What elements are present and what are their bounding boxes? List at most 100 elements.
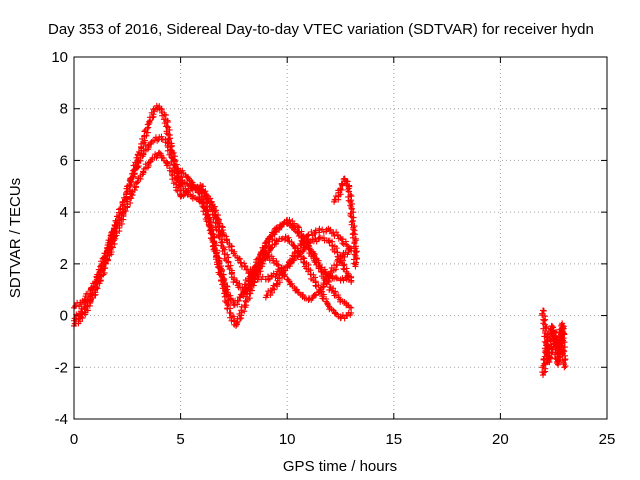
data-point-marker (339, 312, 346, 319)
data-point-marker (348, 197, 355, 204)
data-point-marker (333, 274, 340, 281)
data-point-marker (348, 309, 355, 316)
data-point-marker (348, 273, 355, 280)
y-tick-label: -4 (55, 411, 68, 428)
data-point-marker (271, 286, 278, 293)
data-point-marker (306, 250, 313, 257)
data-point-marker (348, 213, 355, 220)
data-point-marker (265, 288, 272, 295)
data-point-marker (560, 359, 567, 366)
data-point-marker (286, 238, 293, 245)
data-point-marker (154, 153, 161, 160)
data-point-marker (286, 220, 293, 227)
data-point-marker (326, 284, 333, 291)
data-point-marker (126, 182, 133, 189)
data-point-marker (209, 211, 216, 218)
data-point-marker (118, 220, 125, 227)
data-point-marker (135, 148, 142, 155)
data-point-marker (134, 179, 141, 186)
data-point-marker (326, 286, 333, 293)
data-point-marker (161, 157, 168, 164)
data-point-marker (259, 256, 266, 263)
data-point-marker (540, 320, 547, 327)
data-point-marker (146, 118, 153, 125)
data-point-marker (141, 147, 148, 154)
data-point-marker (184, 189, 191, 196)
data-point-marker (296, 251, 303, 258)
data-point-marker (269, 273, 276, 280)
data-point-marker (164, 161, 171, 167)
data-point-marker (234, 315, 241, 322)
data-point-marker (291, 250, 298, 257)
data-point-marker (206, 214, 213, 221)
data-point-marker (178, 192, 185, 199)
data-point-marker (94, 281, 101, 288)
data-point-marker (559, 325, 566, 332)
data-point-marker (137, 173, 144, 180)
data-point-marker (333, 275, 340, 282)
data-point-marker (164, 119, 171, 126)
data-point-marker (558, 334, 565, 341)
data-point-marker (321, 277, 328, 284)
data-point-marker (291, 226, 298, 233)
data-point-marker (164, 123, 171, 130)
data-point-marker (212, 242, 219, 249)
data-point-marker (342, 249, 349, 256)
data-point-marker (215, 227, 222, 234)
data-point-marker (541, 345, 548, 352)
data-point-marker (135, 163, 142, 170)
data-point-marker (81, 309, 88, 316)
data-point-marker (233, 322, 240, 329)
y-tick-label: 10 (51, 49, 68, 66)
data-point-marker (258, 249, 265, 256)
data-point-marker (284, 263, 291, 270)
data-point-marker (230, 276, 237, 283)
data-point-marker (343, 241, 350, 248)
y-tick-label: 2 (60, 256, 68, 273)
data-point-marker (273, 271, 280, 278)
data-point-marker (123, 191, 130, 198)
data-point-marker (343, 312, 350, 319)
x-tick-label: 0 (70, 431, 78, 448)
data-point-marker (191, 194, 198, 201)
data-point-marker (322, 269, 329, 276)
data-point-marker (339, 298, 346, 305)
data-point-marker (109, 244, 116, 251)
data-point-marker (351, 238, 358, 245)
data-point-marker (141, 165, 148, 172)
data-point-marker (81, 297, 88, 304)
data-point-marker (104, 252, 111, 259)
data-point-marker (146, 114, 153, 121)
x-tick-label: 20 (492, 431, 509, 448)
data-point-marker (126, 195, 133, 202)
y-tick-label: 4 (60, 204, 68, 221)
data-point-marker (273, 281, 280, 288)
data-point-marker (143, 132, 150, 139)
data-point-marker (543, 324, 550, 331)
data-point-marker (262, 240, 269, 247)
data-point-marker (211, 234, 218, 241)
data-point-marker (176, 182, 183, 189)
data-point-marker (154, 137, 161, 144)
data-point-marker (312, 292, 319, 299)
data-point-marker (159, 112, 166, 119)
data-point-marker (219, 285, 226, 292)
plot-frame (73, 56, 608, 420)
data-point-marker (337, 186, 344, 193)
data-point-marker (558, 349, 565, 356)
data-point-marker (343, 268, 350, 275)
data-point-marker (224, 239, 231, 246)
data-point-marker (148, 140, 155, 147)
data-point-marker (137, 154, 144, 161)
data-point-marker (295, 290, 302, 297)
data-point-marker (266, 233, 273, 240)
data-point-marker (249, 267, 256, 274)
data-point-marker (78, 310, 85, 317)
data-point-marker (142, 143, 149, 150)
data-point-marker (207, 230, 214, 237)
data-point-marker (236, 280, 243, 287)
data-point-marker (226, 266, 233, 273)
data-point-marker (306, 295, 313, 302)
data-point-marker (145, 121, 152, 128)
data-point-marker (546, 335, 553, 342)
